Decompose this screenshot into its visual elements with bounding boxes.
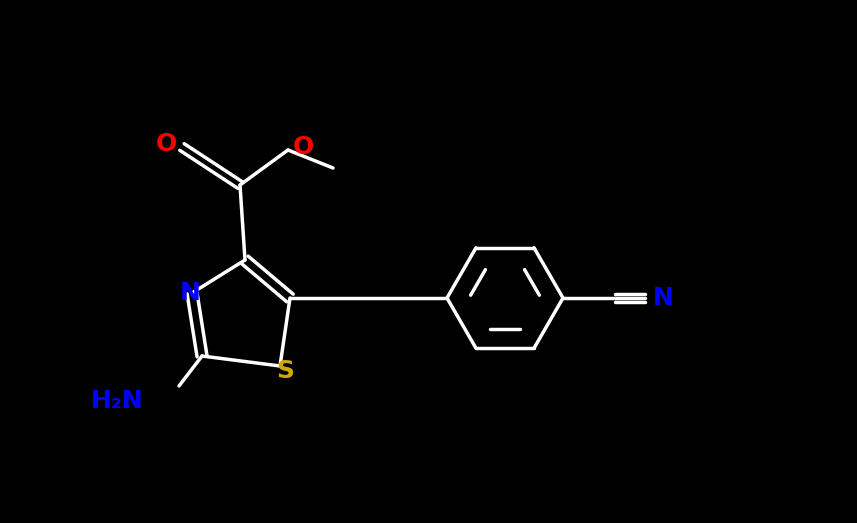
Text: S: S — [276, 359, 294, 383]
Text: H₂N: H₂N — [91, 389, 144, 413]
Text: N: N — [653, 286, 674, 310]
Text: O: O — [293, 135, 315, 159]
Text: O: O — [156, 132, 177, 156]
Text: N: N — [180, 281, 201, 305]
